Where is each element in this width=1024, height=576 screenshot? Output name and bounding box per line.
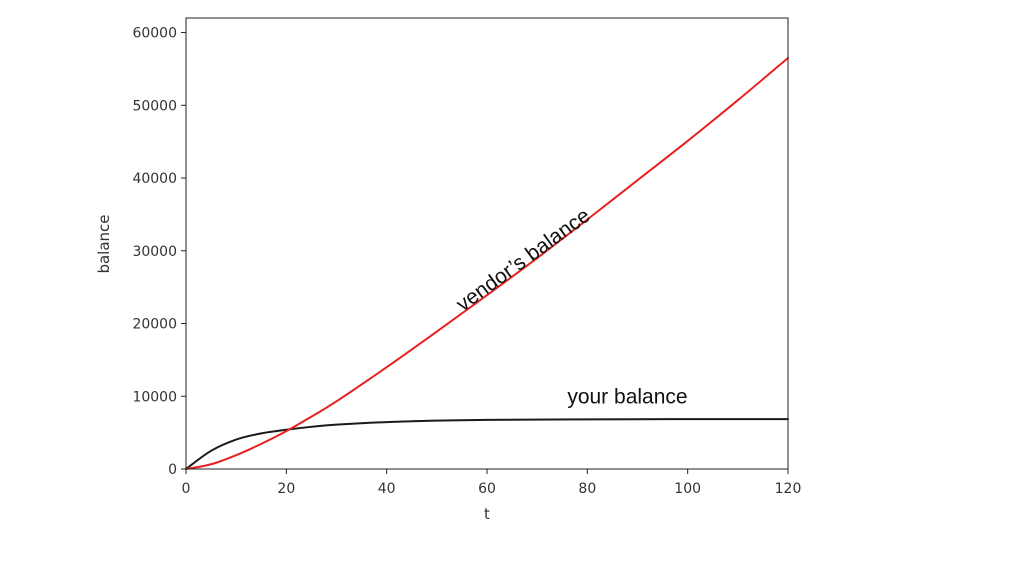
ticks-layer: 0 20 40 60 80 100 120 0 10000 20000 30000 40000 5000… [132, 26, 801, 497]
y-tick-label: 30000 [132, 244, 177, 260]
annotation-layer: vendor’s balance your balance [452, 204, 687, 409]
x-axis-label: t [484, 505, 490, 523]
x-tick-label: 100 [674, 481, 701, 497]
y-tick-label: 50000 [132, 98, 177, 114]
y-tick-label: 0 [168, 462, 177, 478]
series-line-0 [185, 418, 789, 470]
annotation-label: your balance [567, 386, 687, 409]
y-tick-label: 10000 [132, 389, 177, 405]
y-axis-label: balance [95, 214, 113, 273]
series-layer [185, 57, 789, 470]
x-tick-label: 120 [775, 481, 802, 497]
x-tick-label: 0 [182, 481, 191, 497]
series-line-1 [185, 57, 789, 470]
x-tick-label: 40 [378, 481, 396, 497]
x-tick-label: 80 [578, 481, 596, 497]
x-tick-label: 20 [277, 481, 295, 497]
y-tick-label: 40000 [132, 171, 177, 187]
annotation-label: vendor’s balance [452, 204, 594, 316]
y-tick-label: 20000 [132, 317, 177, 333]
x-tick-label: 60 [478, 481, 496, 497]
y-tick-label: 60000 [132, 26, 177, 42]
plot-frame [185, 17, 789, 470]
